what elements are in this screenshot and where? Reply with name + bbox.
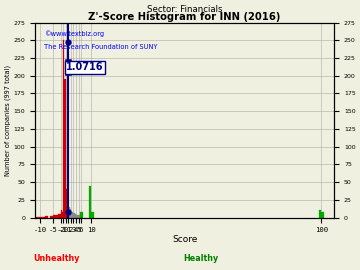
Text: 1.0716: 1.0716 — [66, 62, 104, 72]
Bar — [45, 216, 48, 218]
Bar — [63, 40, 64, 218]
Bar — [66, 189, 67, 218]
Bar — [77, 215, 78, 218]
Text: Healthy: Healthy — [184, 254, 219, 264]
Bar — [69, 209, 71, 218]
Text: The Research Foundation of SUNY: The Research Foundation of SUNY — [44, 44, 158, 50]
Bar — [72, 212, 73, 218]
Text: Unhealthy: Unhealthy — [33, 254, 80, 264]
Bar — [43, 217, 45, 218]
Bar — [64, 79, 66, 218]
Bar — [67, 193, 68, 218]
Bar — [71, 211, 72, 218]
Bar — [73, 213, 75, 218]
Bar — [68, 207, 69, 218]
Bar — [78, 215, 80, 218]
Bar — [75, 214, 76, 218]
Bar — [55, 215, 58, 218]
Title: Z'-Score Histogram for INN (2016): Z'-Score Histogram for INN (2016) — [89, 12, 281, 22]
Text: Sector: Financials: Sector: Financials — [147, 5, 222, 14]
Y-axis label: Number of companies (997 total): Number of companies (997 total) — [4, 65, 11, 176]
X-axis label: Score: Score — [172, 235, 197, 244]
Bar — [89, 185, 91, 218]
Bar — [62, 212, 63, 218]
Bar — [58, 214, 60, 218]
Bar — [91, 212, 94, 218]
Bar — [40, 217, 43, 218]
Bar — [321, 212, 324, 218]
Bar — [35, 217, 37, 218]
Bar — [37, 217, 40, 218]
Bar — [319, 210, 321, 218]
Bar — [76, 215, 77, 218]
Bar — [60, 210, 62, 218]
Bar — [80, 215, 81, 218]
Bar — [80, 212, 83, 218]
Text: ©www.textbiz.org: ©www.textbiz.org — [44, 30, 104, 37]
Bar — [53, 215, 55, 218]
Bar — [50, 216, 53, 218]
